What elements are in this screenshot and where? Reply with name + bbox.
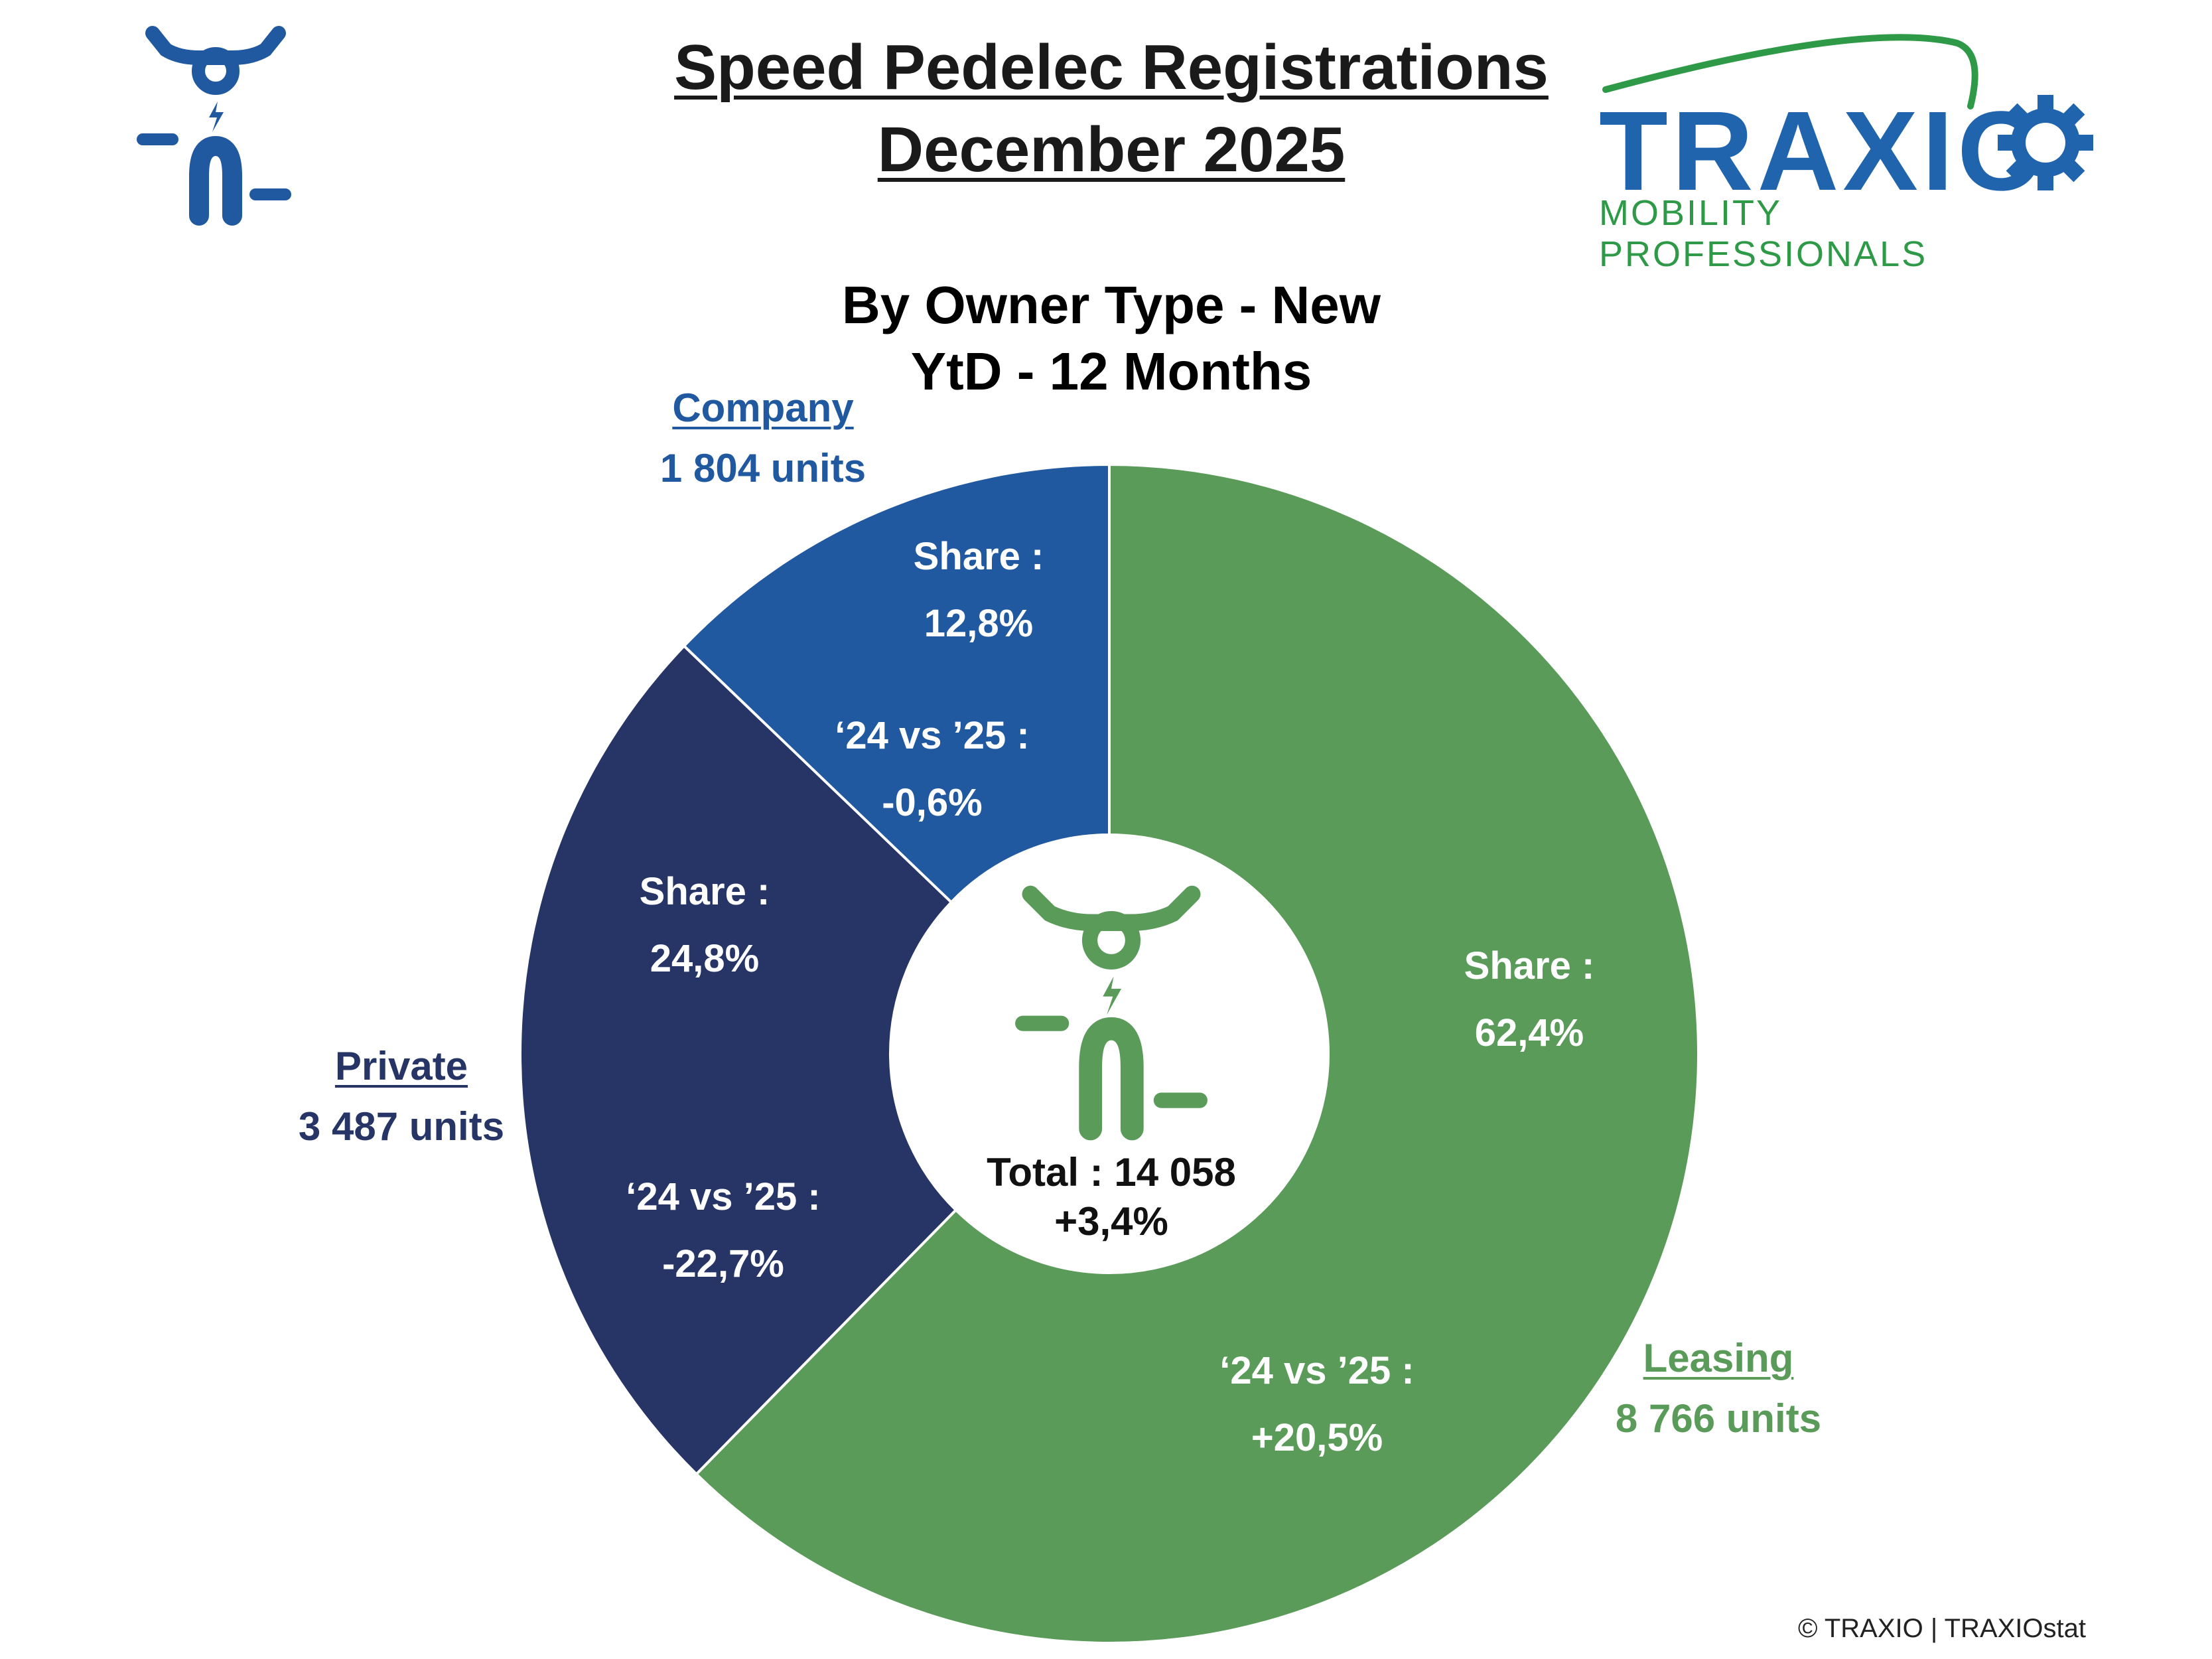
private-change-value: -22,7%	[662, 1242, 784, 1285]
company-units: 1 804 units	[659, 446, 866, 490]
share-prefix: Share :	[913, 535, 1044, 578]
private-share-value: 24,8%	[650, 937, 760, 980]
private-legend: Private 3 487 units	[236, 1043, 567, 1149]
chart-title-line-2: YtD - 12 Months	[910, 342, 1312, 401]
company-change: ‘24 vs ’25 : -0,6%	[766, 713, 1098, 825]
speed-pedelec-icon	[137, 26, 291, 226]
leasing-change-value: +20,5%	[1251, 1416, 1383, 1459]
copyright-notice: © TRAXIO | TRAXIOstat	[1797, 1614, 2086, 1643]
slice-company	[682, 463, 1111, 904]
total-label: Total : 14 058 +3,4%	[912, 1148, 1310, 1246]
share-prefix: Share :	[1464, 944, 1595, 987]
change-prefix: ‘24 vs ’25 :	[835, 714, 1030, 757]
chart-title-line-1: By Owner Type - New	[841, 275, 1381, 334]
slice-leasing	[694, 463, 1700, 1644]
slice-private	[519, 644, 958, 1477]
company-name: Company	[672, 386, 854, 430]
change-prefix: ‘24 vs ’25 :	[1219, 1349, 1415, 1392]
title-line-1: Speed Pedelec Registrations	[674, 32, 1549, 103]
logo-swoosh	[1602, 34, 1978, 109]
company-share-value: 12,8%	[924, 602, 1034, 645]
chart-title: By Owner Type - New YtD - 12 Months	[663, 272, 1559, 405]
share-prefix: Share :	[639, 870, 770, 913]
private-units: 3 487 units	[298, 1104, 505, 1149]
company-change-value: -0,6%	[882, 781, 983, 824]
gear-icon	[1998, 95, 2093, 190]
company-legend: Company 1 804 units	[597, 385, 929, 491]
company-share: Share : 12,8%	[813, 534, 1144, 646]
total-units: Total : 14 058	[987, 1150, 1236, 1194]
change-prefix: ‘24 vs ’25 :	[626, 1175, 821, 1218]
private-name: Private	[334, 1044, 468, 1088]
leasing-legend: Leasing 8 766 units	[1553, 1335, 1884, 1441]
title-line-2: December 2025	[877, 114, 1346, 185]
leasing-units: 8 766 units	[1615, 1396, 1822, 1441]
total-change: +3,4%	[1054, 1199, 1168, 1244]
private-change: ‘24 vs ’25 : -22,7%	[557, 1175, 889, 1286]
leasing-share: Share : 62,4%	[1363, 944, 1695, 1055]
logo-wordmark: TRAXIO	[1599, 88, 2049, 214]
leasing-name: Leasing	[1643, 1336, 1794, 1380]
leasing-share-value: 62,4%	[1474, 1011, 1584, 1054]
speed-pedelec-icon	[1015, 885, 1208, 1141]
private-share: Share : 24,8%	[539, 869, 870, 981]
leasing-change: ‘24 vs ’25 : +20,5%	[1151, 1348, 1483, 1460]
page-title: Speed Pedelec Registrations December 202…	[531, 27, 1692, 191]
traxio-logo: TRAXIO MOBILITY PROFESSIONALS	[1599, 27, 2097, 274]
logo-tagline: MOBILITY PROFESSIONALS	[1599, 193, 1928, 274]
